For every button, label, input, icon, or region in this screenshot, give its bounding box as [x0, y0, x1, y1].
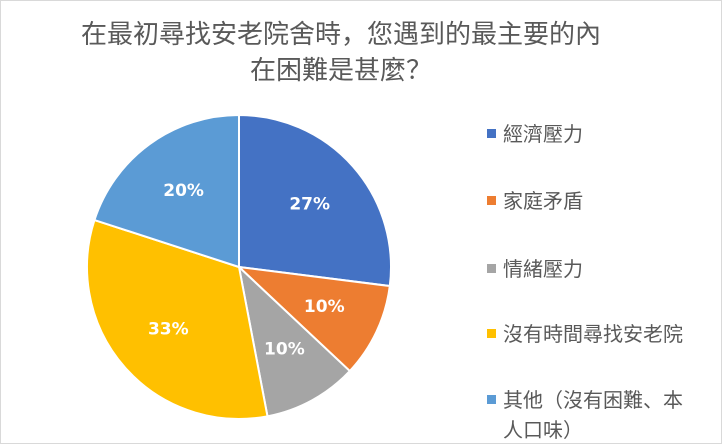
chart-title-line-2: 在困難是甚麼？: [249, 56, 432, 86]
pie-slice-1: [238, 113, 392, 288]
legend-swatch-5: [487, 395, 496, 404]
legend-label-2: 家庭矛盾: [503, 186, 703, 216]
chart-title: 在最初尋找安老院舍時，您遇到的最主要的內 在困難是甚麼？: [41, 17, 641, 89]
legend-swatch-1: [487, 129, 496, 138]
legend-label-4: 沒有時間尋找安老院: [503, 319, 703, 349]
legend-label-1: 經濟壓力: [503, 119, 703, 149]
legend-label-line: 其他（沒有困難、本: [503, 388, 683, 412]
legend-label-line: 人口味）: [503, 418, 583, 442]
pie-slice-2: [236, 265, 391, 373]
pie-slice-4: [86, 218, 269, 420]
data-label-5: 20%: [163, 181, 204, 201]
legend-label-line: 經濟壓力: [503, 122, 583, 146]
data-label-4: 33%: [148, 319, 189, 339]
legend-swatch-3: [487, 264, 496, 273]
data-label-3: 10%: [264, 340, 305, 360]
legend-label-line: 沒有時間尋找安老院: [503, 322, 683, 346]
legend-swatch-2: [487, 196, 496, 205]
pie-slice-3: [237, 264, 352, 418]
pie-slice-5: [93, 113, 240, 269]
legend-label-line: 家庭矛盾: [503, 189, 583, 213]
chart-title-line-1: 在最初尋找安老院舍時，您遇到的最主要的內: [80, 20, 601, 50]
legend-label-3: 情緒壓力: [503, 254, 703, 284]
legend-swatch-4: [487, 329, 496, 338]
data-label-2: 10%: [304, 297, 345, 317]
data-label-1: 27%: [289, 195, 330, 215]
legend-label-line: 情緒壓力: [503, 257, 583, 281]
legend-label-5: 其他（沒有困難、本 人口味）: [503, 385, 703, 445]
